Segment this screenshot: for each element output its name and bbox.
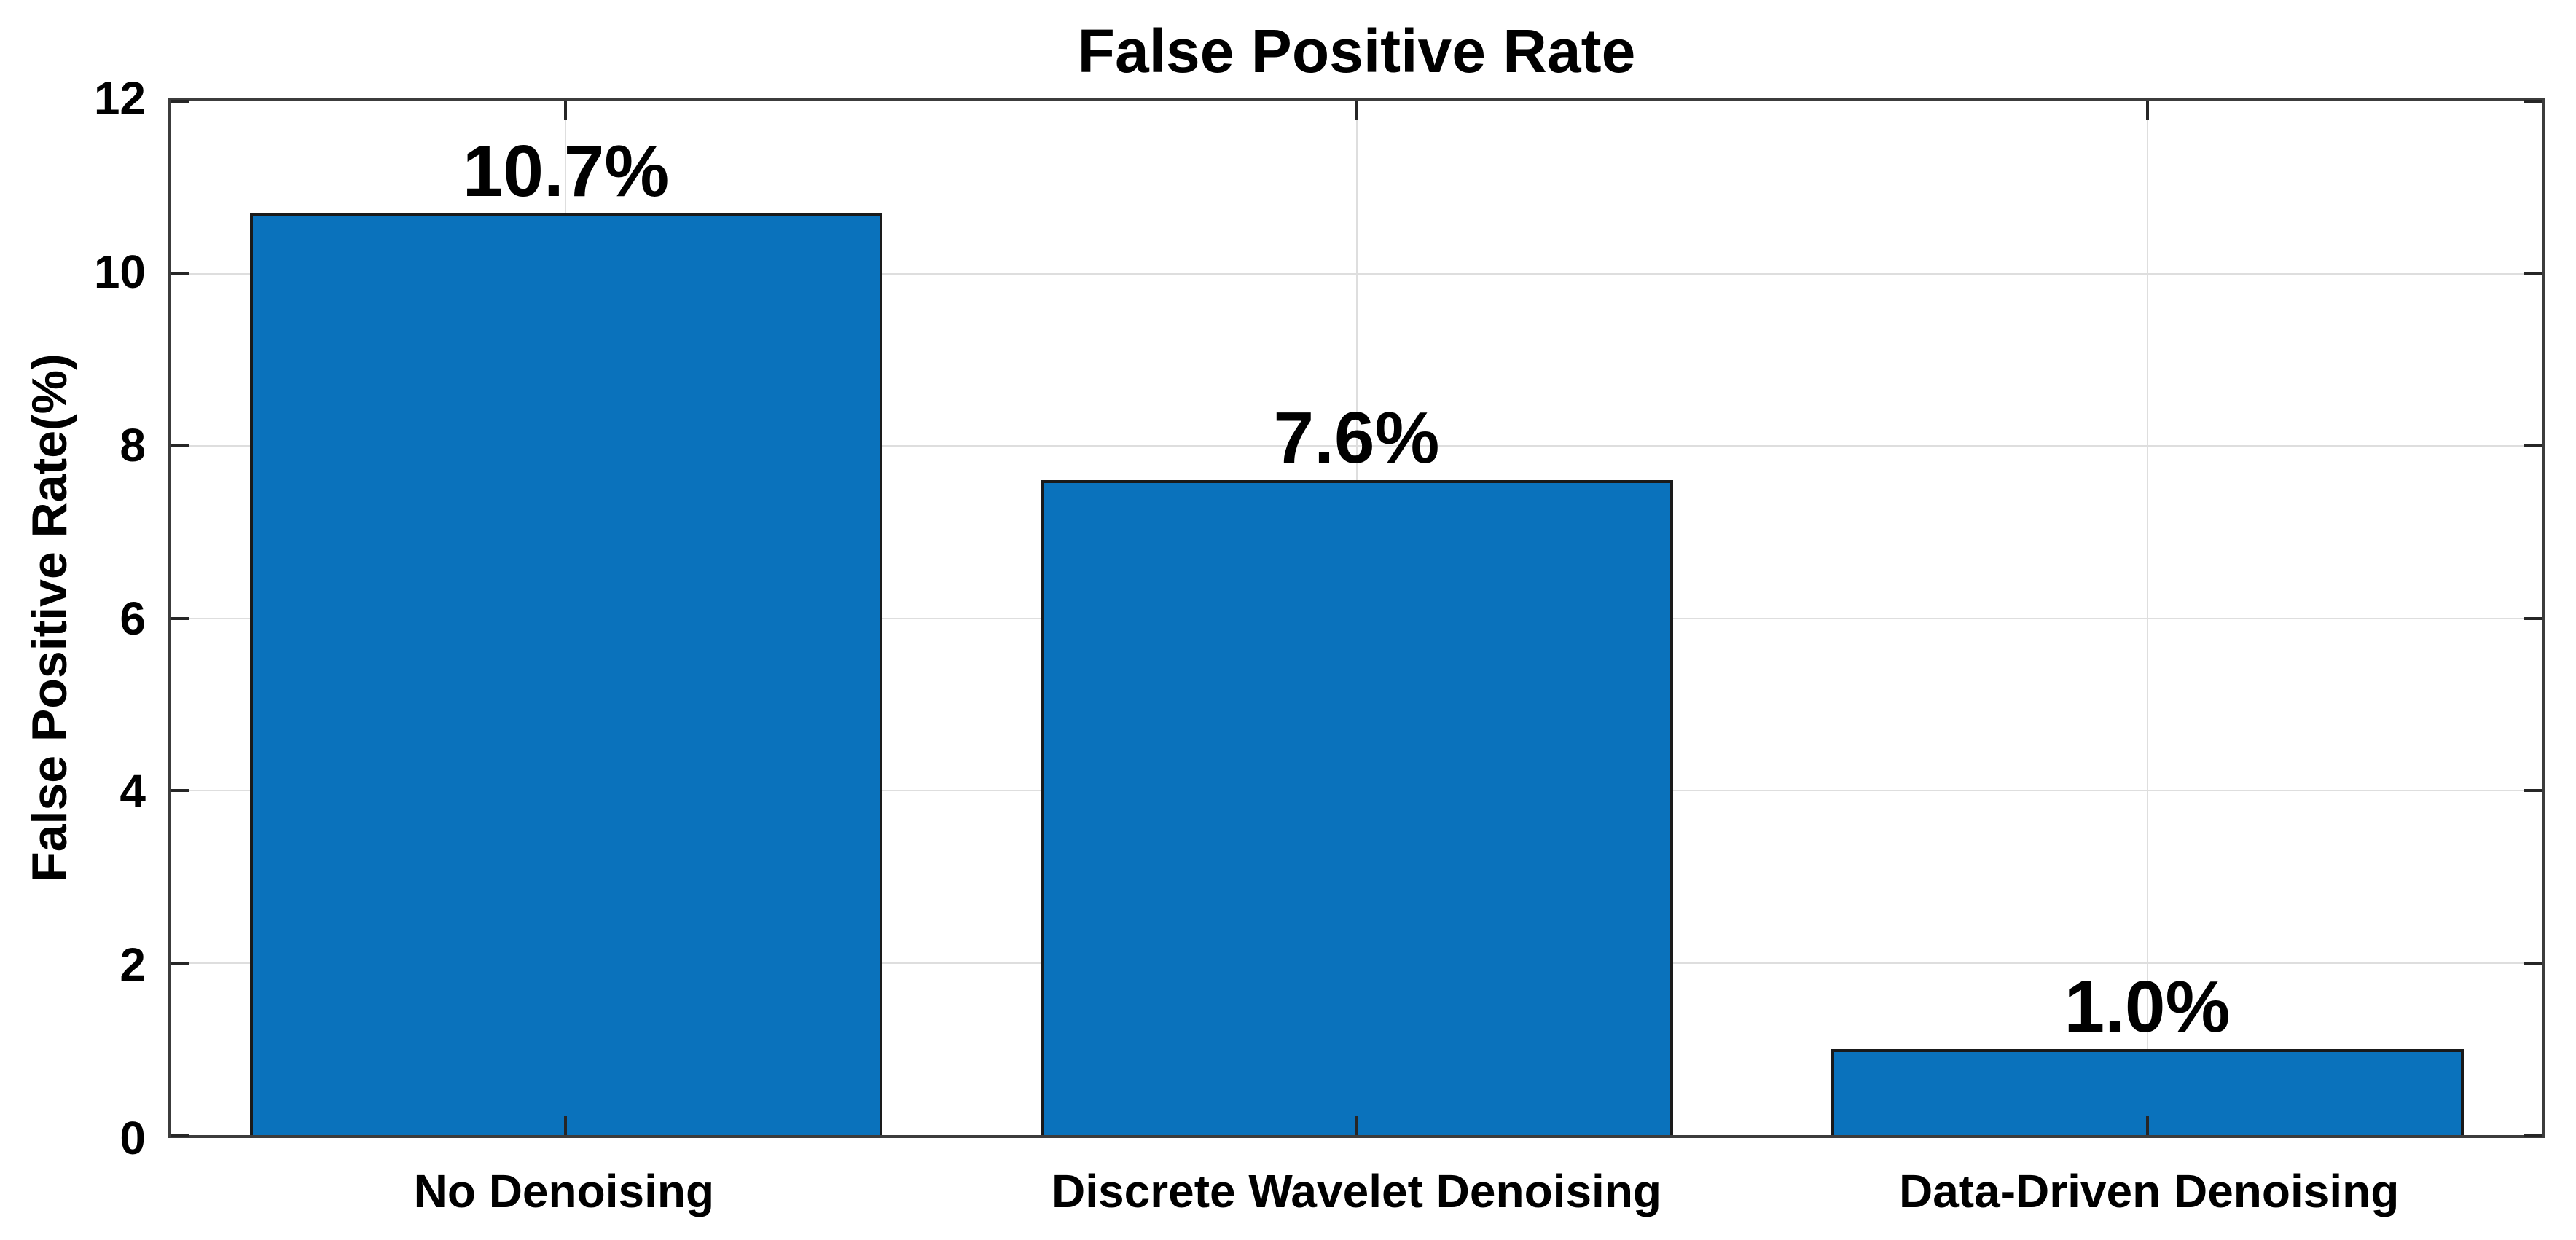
y-axis-tick-left	[171, 788, 189, 792]
y-tick-label: 4	[120, 765, 146, 818]
x-axis-tick-top	[564, 101, 568, 120]
y-axis-tick-right	[2524, 100, 2542, 103]
y-axis-tick-right	[2524, 444, 2542, 447]
plot-area: 10.7% 7.6% 1.0%	[168, 98, 2545, 1138]
vertical-gridline	[2146, 101, 2148, 1135]
x-axis-tick-bottom	[2145, 1116, 2149, 1135]
y-axis-tick-right	[2524, 1134, 2542, 1137]
x-axis-tick-bottom	[564, 1116, 568, 1135]
bar-value-label: 10.7%	[462, 130, 670, 212]
x-tick-label: No Denoising	[413, 1165, 715, 1217]
y-tick-label: 2	[120, 938, 146, 992]
y-tick-label: 6	[120, 592, 146, 645]
x-tick-label: Data-Driven Denoising	[1898, 1165, 2400, 1217]
axis-ticks-layer	[171, 100, 2542, 1137]
x-axis-tick-top	[2145, 101, 2149, 120]
y-tick-label: 10	[93, 245, 146, 298]
y-axis-tick-left	[171, 272, 189, 275]
bars-layer: 10.7% 7.6% 1.0%	[171, 101, 2542, 1135]
y-axis-tick-left	[171, 961, 189, 965]
bar-value-label: 7.6%	[1273, 397, 1440, 479]
y-axis-tick-right	[2524, 272, 2542, 275]
y-tick-label: 12	[93, 72, 146, 125]
bar-no-denoising	[249, 213, 882, 1135]
y-axis-tick-left	[171, 1134, 189, 1137]
y-axis-tick-right	[2524, 961, 2542, 965]
y-tick-label: 0	[120, 1112, 146, 1164]
y-axis-tick-right	[2524, 616, 2542, 620]
x-axis-tick-bottom	[1355, 1116, 1358, 1135]
y-axis-tick-left	[171, 100, 189, 103]
x-tick-labels: No Denoising Discrete Wavelet Denoising Da…	[168, 1164, 2545, 1236]
y-axis-tick-right	[2524, 788, 2542, 792]
chart-title: False Positive Rate	[1077, 17, 1636, 85]
y-axis-tick-left	[171, 616, 189, 620]
x-axis-tick-top	[1355, 101, 1358, 120]
bar-value-label: 1.0%	[2064, 965, 2231, 1048]
bar-discrete-wavelet-denoising	[1040, 480, 1673, 1135]
x-tick-label: Discrete Wavelet Denoising	[1052, 1165, 1661, 1217]
y-tick-labels: 0 2 4 6 8 10 12	[0, 75, 146, 1161]
y-tick-label: 8	[120, 418, 146, 471]
y-axis-tick-left	[171, 444, 189, 447]
